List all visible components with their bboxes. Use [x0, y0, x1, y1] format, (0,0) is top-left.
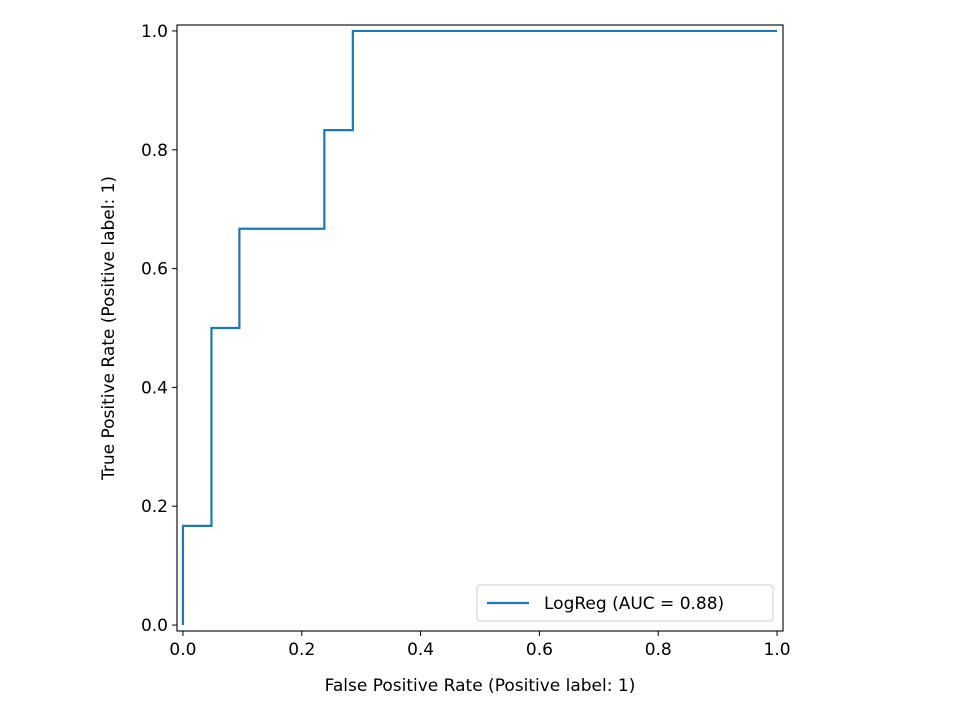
legend: LogReg (AUC = 0.88)	[476, 584, 774, 622]
x-tick-label: 0.2	[288, 640, 315, 660]
x-axis-label: False Positive Rate (Positive label: 1)	[325, 676, 636, 696]
legend-label: LogReg (AUC = 0.88)	[544, 594, 724, 614]
x-tick-label: 1.0	[764, 640, 791, 660]
y-tick-label: 0.0	[141, 616, 168, 636]
y-tick-label: 0.8	[141, 141, 168, 161]
y-tick-label: 0.4	[141, 378, 168, 398]
x-tick-label: 0.4	[407, 640, 434, 660]
x-tick-label: 0.0	[169, 640, 196, 660]
y-tick-label: 0.2	[141, 497, 168, 517]
plot-area	[177, 25, 783, 631]
y-axis-label: True Positive Rate (Positive label: 1)	[99, 176, 119, 481]
y-tick-label: 1.0	[141, 22, 168, 42]
legend-box	[476, 584, 774, 622]
ticks-group: 0.0 0.2 0.4 0.6 0.8 1.0 0.0 0.2 0.4 0.6 0.8 1.0	[141, 22, 791, 660]
x-tick-label: 0.8	[645, 640, 672, 660]
x-tick-label: 0.6	[526, 640, 553, 660]
roc-curve-line	[181, 29, 778, 626]
y-tick-label: 0.6	[141, 260, 168, 280]
plot-frame	[176, 24, 784, 632]
